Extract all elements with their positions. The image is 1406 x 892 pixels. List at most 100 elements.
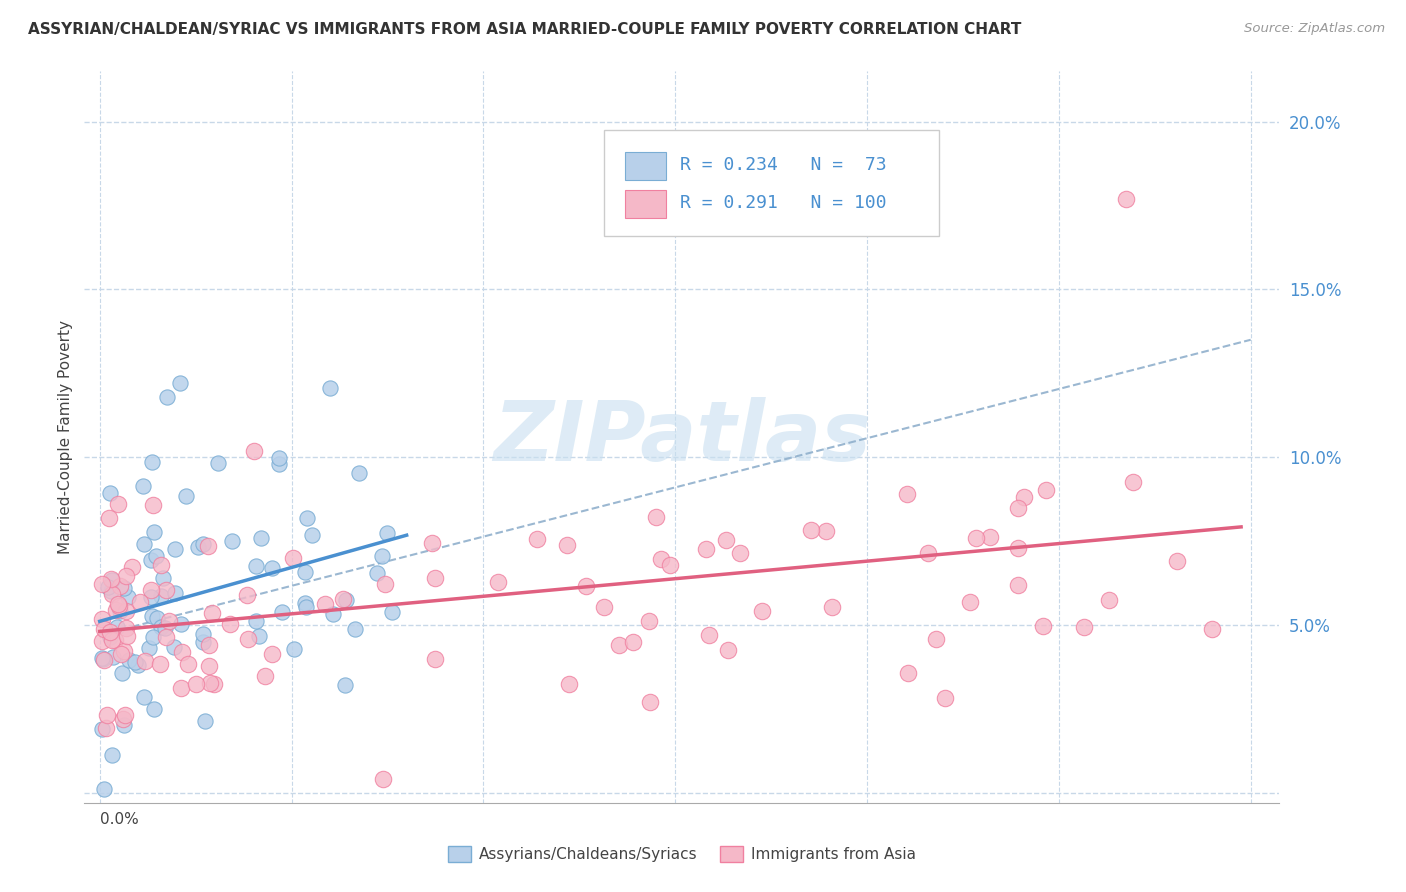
Point: [157, 614, 180, 628]
Point: [607, 638, 630, 652]
Point: [90, 577, 112, 591]
Point: [90, 612, 112, 626]
FancyBboxPatch shape: [605, 130, 939, 235]
Point: [422, 536, 444, 550]
Point: [100, 586, 122, 600]
Point: [301, 528, 323, 542]
Point: [1115, 192, 1137, 206]
Point: [697, 628, 720, 642]
Point: [644, 509, 666, 524]
Point: [114, 708, 136, 723]
Point: [333, 678, 356, 692]
Point: [172, 645, 194, 659]
FancyBboxPatch shape: [624, 190, 666, 218]
Point: [98, 510, 121, 524]
Point: [110, 604, 132, 618]
Point: [1035, 483, 1057, 497]
Point: [142, 630, 165, 644]
Point: [219, 617, 242, 632]
Point: [107, 597, 129, 611]
Point: [110, 647, 132, 661]
Point: [114, 604, 136, 618]
Point: [131, 479, 153, 493]
Point: [101, 748, 124, 763]
Point: [155, 582, 177, 597]
Text: R = 0.234   N =  73: R = 0.234 N = 73: [679, 156, 886, 174]
Point: [269, 450, 291, 465]
Point: [245, 614, 267, 628]
Point: [659, 558, 682, 572]
Point: [238, 632, 260, 647]
Point: [267, 458, 290, 472]
Point: [101, 632, 124, 647]
Point: [187, 540, 209, 554]
Point: [349, 466, 371, 480]
Point: [319, 381, 342, 395]
Point: [176, 490, 198, 504]
Point: [117, 591, 139, 605]
Point: [370, 549, 392, 563]
Point: [281, 550, 304, 565]
Point: [374, 577, 396, 591]
Point: [142, 498, 165, 512]
Point: [821, 599, 844, 614]
Point: [141, 609, 163, 624]
Point: [335, 593, 357, 607]
Point: [381, 606, 404, 620]
Point: [979, 530, 1001, 544]
Point: [235, 588, 257, 602]
Point: [93, 653, 115, 667]
Point: [104, 632, 127, 647]
Point: [112, 644, 135, 658]
Y-axis label: Married-Couple Family Poverty: Married-Couple Family Poverty: [58, 320, 73, 554]
Point: [134, 655, 156, 669]
Point: [149, 558, 172, 573]
Point: [717, 642, 740, 657]
Point: [270, 606, 292, 620]
Point: [343, 622, 366, 636]
Point: [638, 695, 661, 709]
Point: [100, 572, 122, 586]
Point: [153, 621, 176, 635]
Point: [150, 589, 173, 603]
Point: [115, 569, 138, 583]
Text: Source: ZipAtlas.com: Source: ZipAtlas.com: [1244, 22, 1385, 36]
Point: [914, 205, 936, 219]
Point: [93, 782, 115, 797]
Point: [146, 611, 169, 625]
Point: [107, 497, 129, 511]
Point: [155, 630, 177, 644]
Point: [191, 537, 214, 551]
Point: [283, 641, 305, 656]
Point: [695, 541, 717, 556]
Point: [623, 635, 645, 649]
Point: [90, 634, 112, 648]
Point: [143, 702, 166, 716]
Point: [593, 599, 616, 614]
Point: [332, 592, 354, 607]
Point: [934, 690, 956, 705]
Point: [201, 606, 224, 620]
Point: [101, 573, 124, 587]
Point: [98, 625, 121, 640]
Text: ASSYRIAN/CHALDEAN/SYRIAC VS IMMIGRANTS FROM ASIA MARRIED-COUPLE FAMILY POVERTY C: ASSYRIAN/CHALDEAN/SYRIAC VS IMMIGRANTS F…: [28, 22, 1022, 37]
Point: [262, 647, 284, 661]
Point: [141, 582, 163, 597]
Point: [1032, 618, 1054, 632]
Point: [198, 638, 221, 652]
Point: [149, 657, 172, 671]
Point: [375, 526, 398, 541]
Point: [249, 628, 271, 642]
Point: [371, 772, 394, 787]
Point: [152, 571, 174, 585]
Point: [163, 640, 186, 654]
Point: [526, 532, 548, 546]
Point: [555, 538, 578, 552]
Point: [107, 599, 129, 614]
Point: [198, 658, 221, 673]
Point: [191, 635, 214, 649]
Point: [198, 676, 221, 690]
Point: [139, 553, 162, 567]
Point: [101, 650, 124, 665]
Point: [108, 579, 131, 593]
